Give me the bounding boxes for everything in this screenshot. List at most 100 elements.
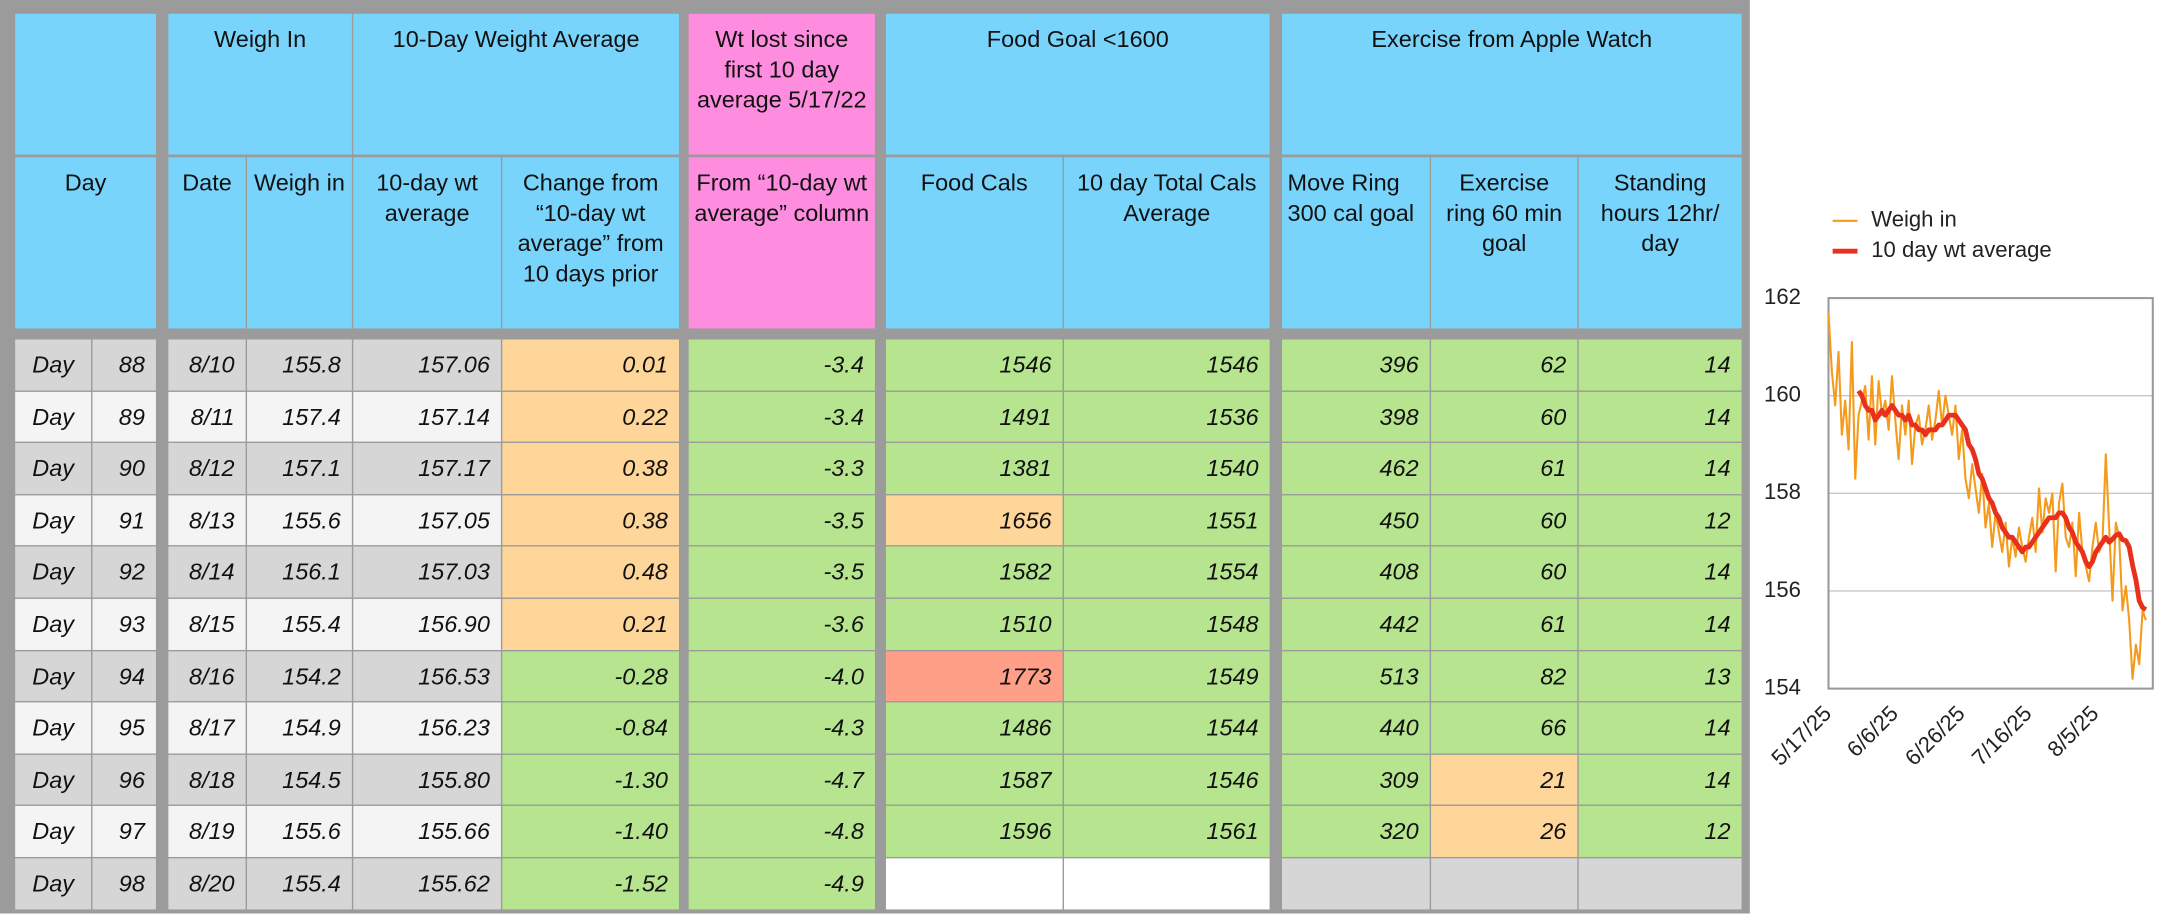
table-cell[interactable]: Day <box>15 598 92 650</box>
table-cell[interactable]: 8/16 <box>168 650 246 702</box>
table-cell[interactable]: 0.38 <box>502 443 679 494</box>
table-cell[interactable]: -4.9 <box>688 858 875 909</box>
table-cell[interactable]: 398 <box>1282 391 1430 442</box>
table-cell[interactable]: 1549 <box>1063 650 1270 702</box>
table-cell[interactable]: 155.4 <box>247 598 352 650</box>
table-cell[interactable]: 1773 <box>885 650 1063 702</box>
table-cell[interactable]: 8/10 <box>168 339 246 390</box>
table-cell[interactable]: 13 <box>1578 650 1742 702</box>
table-cell[interactable]: Day <box>15 391 92 442</box>
table-cell[interactable]: 8/15 <box>168 598 246 650</box>
table-cell[interactable]: -3.4 <box>688 339 875 390</box>
table-cell[interactable]: 12 <box>1578 806 1742 857</box>
table-cell[interactable]: Day <box>15 858 92 909</box>
table-cell[interactable] <box>885 858 1063 909</box>
table-cell[interactable]: 14 <box>1578 391 1742 442</box>
table-cell[interactable]: 1546 <box>1063 339 1270 390</box>
table-cell[interactable]: 1544 <box>1063 702 1270 754</box>
table-cell[interactable]: -3.5 <box>688 547 875 598</box>
table-cell[interactable]: 155.8 <box>247 339 352 390</box>
table-cell[interactable]: 1596 <box>885 806 1063 857</box>
table-cell[interactable]: 155.62 <box>353 858 501 909</box>
table-cell[interactable]: Day <box>15 547 92 598</box>
table-cell[interactable]: 154.9 <box>247 702 352 754</box>
table-cell[interactable]: 1656 <box>885 495 1063 546</box>
table-cell[interactable]: 1587 <box>885 754 1063 806</box>
table-cell[interactable]: 155.80 <box>353 754 501 806</box>
table-cell[interactable]: 157.1 <box>247 443 352 494</box>
table-cell[interactable]: Day <box>15 339 92 390</box>
table-cell[interactable]: 450 <box>1282 495 1430 546</box>
table-cell[interactable]: 92 <box>92 547 156 598</box>
table-cell[interactable]: 82 <box>1431 650 1578 702</box>
table-cell[interactable]: -4.3 <box>688 702 875 754</box>
table-cell[interactable]: 8/14 <box>168 547 246 598</box>
table-cell[interactable]: 1491 <box>885 391 1063 442</box>
table-cell[interactable]: 0.38 <box>502 495 679 546</box>
table-cell[interactable]: 156.90 <box>353 598 501 650</box>
table-cell[interactable]: -4.7 <box>688 754 875 806</box>
table-cell[interactable]: 14 <box>1578 339 1742 390</box>
table-cell[interactable] <box>1063 858 1270 909</box>
table-cell[interactable] <box>1578 858 1742 909</box>
table-cell[interactable]: -1.30 <box>502 754 679 806</box>
table-cell[interactable]: 66 <box>1431 702 1578 754</box>
table-cell[interactable]: 1486 <box>885 702 1063 754</box>
table-cell[interactable] <box>1282 858 1430 909</box>
table-cell[interactable]: 462 <box>1282 443 1430 494</box>
table-cell[interactable]: 12 <box>1578 495 1742 546</box>
table-cell[interactable]: 0.21 <box>502 598 679 650</box>
table-cell[interactable]: 156.1 <box>247 547 352 598</box>
table-cell[interactable]: 1546 <box>1063 754 1270 806</box>
table-cell[interactable]: -3.4 <box>688 391 875 442</box>
table-cell[interactable]: 94 <box>92 650 156 702</box>
table-cell[interactable]: 157.4 <box>247 391 352 442</box>
table-cell[interactable]: 1554 <box>1063 547 1270 598</box>
table-cell[interactable]: 408 <box>1282 547 1430 598</box>
table-cell[interactable]: 1510 <box>885 598 1063 650</box>
table-cell[interactable]: 154.2 <box>247 650 352 702</box>
table-cell[interactable]: 61 <box>1431 598 1578 650</box>
table-cell[interactable]: -0.84 <box>502 702 679 754</box>
table-cell[interactable]: 157.06 <box>353 339 501 390</box>
table-cell[interactable]: 155.6 <box>247 806 352 857</box>
table-cell[interactable]: 88 <box>92 339 156 390</box>
table-cell[interactable]: 8/18 <box>168 754 246 806</box>
table-cell[interactable]: 8/20 <box>168 858 246 909</box>
table-cell[interactable]: Day <box>15 702 92 754</box>
table-cell[interactable]: 156.23 <box>353 702 501 754</box>
table-cell[interactable]: 309 <box>1282 754 1430 806</box>
table-cell[interactable]: 14 <box>1578 598 1742 650</box>
table-cell[interactable]: 14 <box>1578 547 1742 598</box>
table-cell[interactable]: 156.53 <box>353 650 501 702</box>
table-cell[interactable]: 60 <box>1431 547 1578 598</box>
table-cell[interactable]: 1540 <box>1063 443 1270 494</box>
table-cell[interactable]: 1536 <box>1063 391 1270 442</box>
table-cell[interactable]: 8/19 <box>168 806 246 857</box>
table-cell[interactable]: 513 <box>1282 650 1430 702</box>
table-cell[interactable]: 93 <box>92 598 156 650</box>
table-cell[interactable]: 8/12 <box>168 443 246 494</box>
table-cell[interactable]: 14 <box>1578 754 1742 806</box>
table-cell[interactable]: 97 <box>92 806 156 857</box>
table-cell[interactable]: 60 <box>1431 391 1578 442</box>
table-cell[interactable] <box>1431 858 1578 909</box>
table-cell[interactable]: 61 <box>1431 443 1578 494</box>
table-cell[interactable]: 89 <box>92 391 156 442</box>
table-cell[interactable]: -1.40 <box>502 806 679 857</box>
table-cell[interactable]: -4.8 <box>688 806 875 857</box>
table-cell[interactable]: Day <box>15 650 92 702</box>
table-cell[interactable]: 155.66 <box>353 806 501 857</box>
table-cell[interactable]: 154.5 <box>247 754 352 806</box>
table-cell[interactable]: 1381 <box>885 443 1063 494</box>
table-cell[interactable]: 8/13 <box>168 495 246 546</box>
table-cell[interactable]: -0.28 <box>502 650 679 702</box>
table-cell[interactable]: Day <box>15 754 92 806</box>
table-cell[interactable]: 0.01 <box>502 339 679 390</box>
table-cell[interactable]: -4.0 <box>688 650 875 702</box>
table-cell[interactable]: Day <box>15 806 92 857</box>
table-cell[interactable]: 8/11 <box>168 391 246 442</box>
table-cell[interactable]: -3.5 <box>688 495 875 546</box>
table-cell[interactable]: 1548 <box>1063 598 1270 650</box>
table-cell[interactable]: 14 <box>1578 702 1742 754</box>
